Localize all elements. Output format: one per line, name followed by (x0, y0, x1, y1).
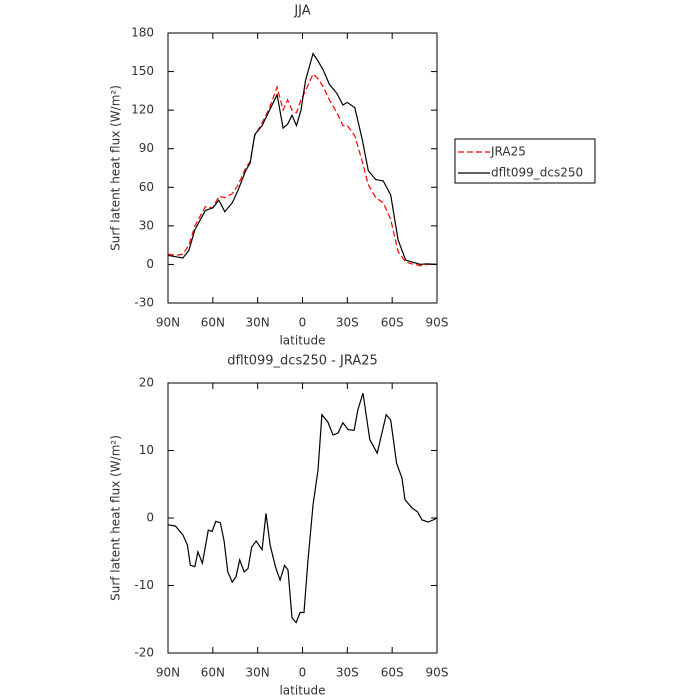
x-tick-label: 30N (246, 316, 270, 330)
y-tick-label: -30 (134, 296, 154, 310)
x-tick-label: 60N (201, 666, 225, 680)
x-tick-label: 90N (156, 316, 180, 330)
y-tick-label: 90 (139, 141, 154, 155)
x-tick-label: 30N (246, 666, 270, 680)
x-tick-label: 60S (381, 666, 404, 680)
y-tick-label: 20 (139, 376, 154, 390)
chart-title: dflt099_dcs250 - JRA25 (227, 354, 378, 369)
plot-frame (167, 32, 438, 304)
x-tick-label: 0 (299, 666, 307, 680)
y-tick-label: 120 (131, 103, 154, 117)
data-line (167, 52, 438, 266)
y-tick-label: -20 (134, 646, 154, 660)
x-tick-label: 90S (426, 316, 449, 330)
legend-box (454, 138, 596, 184)
x-tick-label: 30S (336, 666, 359, 680)
y-tick-label: 180 (131, 26, 154, 40)
y-axis-label: Surf latent heat flux (W/m²) (109, 435, 123, 601)
x-tick-label: 90N (156, 666, 180, 680)
y-tick-label: 150 (131, 64, 154, 78)
y-tick-label: 60 (139, 180, 154, 194)
legend-label: dflt099_dcs250 (491, 166, 583, 180)
x-tick-label: 0 (299, 316, 307, 330)
y-tick-label: 10 (139, 443, 154, 457)
data-line (167, 392, 438, 624)
y-tick-label: 30 (139, 218, 154, 232)
x-tick-label: 60N (201, 316, 225, 330)
y-tick-label: -10 (134, 578, 154, 592)
y-tick-label: 0 (146, 511, 154, 525)
chart-title: JJA (293, 4, 310, 19)
legend-label: JRA25 (490, 145, 526, 159)
x-axis-label: latitude (279, 684, 325, 698)
y-tick-label: 0 (146, 257, 154, 271)
x-tick-label: 30S (336, 316, 359, 330)
data-line (167, 73, 437, 267)
x-tick-label: 90S (426, 666, 449, 680)
x-axis-label: latitude (279, 334, 325, 348)
x-tick-label: 60S (381, 316, 404, 330)
y-axis-label: Surf latent heat flux (W/m²) (109, 85, 123, 251)
